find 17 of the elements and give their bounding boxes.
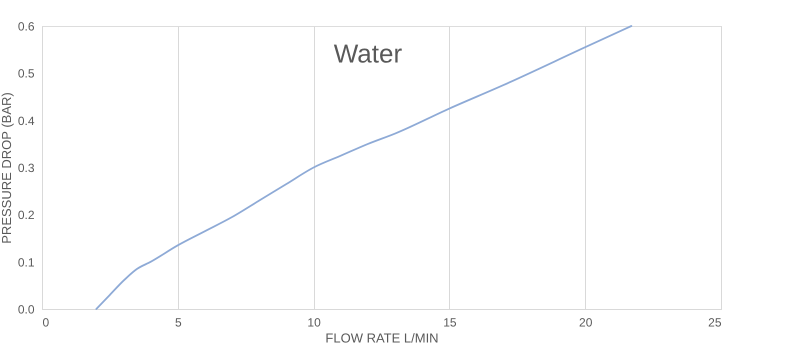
y-tick-label: 0.6 (18, 20, 35, 34)
x-tick-label: 5 (174, 316, 182, 330)
line-series (95, 25, 632, 310)
x-tick-label: 10 (307, 316, 322, 330)
x-tick-label: 0 (42, 316, 50, 330)
y-axis-title: PRESSURE DROP (BAR) (0, 92, 14, 244)
y-tick-label: 0.5 (18, 66, 35, 81)
y-tick-label: 0.0 (18, 302, 35, 316)
y-tick-label: 0.3 (18, 161, 35, 175)
text: Water (334, 38, 402, 68)
x-axis-title: FLOW RATE L/MIN (325, 330, 439, 346)
x-tick-label: 20 (579, 316, 593, 330)
x-tick-label: 15 (443, 316, 457, 330)
y-tick-label: 0.1 (18, 255, 35, 270)
y-tick-label: 0.4 (18, 114, 35, 128)
x-tick-label: 25 (708, 316, 722, 330)
y-tick-label: 0.2 (18, 208, 35, 222)
